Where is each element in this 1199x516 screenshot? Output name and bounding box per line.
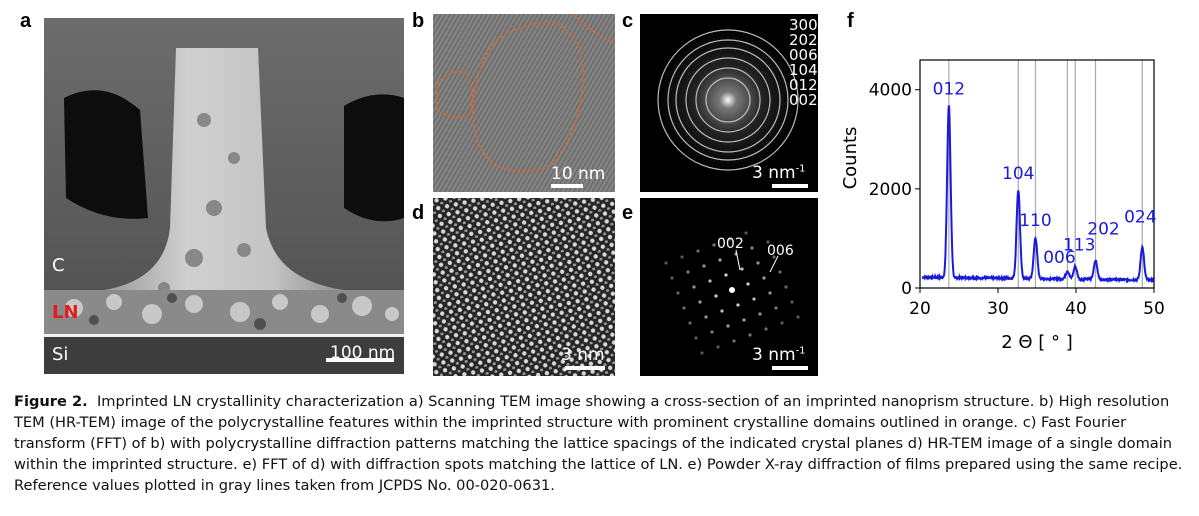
- fft-spot: [676, 291, 680, 295]
- plane-label-300: 300: [789, 16, 818, 34]
- label-si: Si: [52, 344, 69, 365]
- fft-spot: [726, 324, 730, 328]
- fft-spot: [758, 312, 762, 316]
- fft-spot: [680, 255, 684, 259]
- plane-label-202: 202: [789, 31, 818, 49]
- fft-spot: [720, 309, 724, 313]
- figure-caption: Figure 2. Imprinted LN crystallinity cha…: [14, 391, 1186, 496]
- fft-spot: [732, 339, 736, 343]
- y-axis-label: Counts: [840, 127, 861, 190]
- fft-spot: [728, 237, 732, 241]
- xrd-chart: Counts 2 Θ [ ° ] 20 30 40 50 0 2000 4000 012 104…: [840, 59, 1165, 353]
- fft-spot: [772, 255, 776, 259]
- panel-f-label: f: [847, 10, 854, 32]
- fft-spot: [718, 258, 722, 262]
- fft-spot: [692, 285, 696, 289]
- fft-spot: [774, 306, 778, 310]
- fft-spot: [702, 264, 706, 268]
- scale-bar-b-label: 10 nm: [551, 164, 606, 184]
- label-c: C: [52, 255, 65, 276]
- fft-spot: [784, 285, 788, 289]
- peak-label: 024: [1124, 207, 1156, 227]
- plot-frame: [919, 59, 1155, 289]
- plane-label-002: 002: [789, 91, 818, 109]
- peak-label: 110: [1019, 211, 1051, 231]
- hrtem-single-domain-image: [433, 198, 615, 376]
- fft-spot: [764, 327, 768, 331]
- fft-spot: [729, 287, 735, 293]
- fft-spot: [710, 330, 714, 334]
- panel-b-label: b: [412, 10, 425, 32]
- peak-label: 113: [1063, 236, 1095, 256]
- peak-label: 012: [933, 80, 965, 100]
- fft-spot: [748, 333, 752, 337]
- fft-polycrystalline-image: [640, 14, 818, 192]
- peak-label: 104: [1002, 164, 1034, 184]
- plane-label-006: 006: [789, 46, 818, 64]
- fft-single-domain-image: [640, 198, 818, 376]
- fft-spot: [742, 318, 746, 322]
- fft-spot: [766, 240, 770, 244]
- fft-spot: [686, 270, 690, 274]
- panel-a-label: a: [20, 10, 32, 32]
- y-tick-label: 4000: [869, 81, 912, 101]
- caption-text: Imprinted LN crystallinity characterizat…: [14, 393, 1183, 494]
- fft-spot: [780, 321, 784, 325]
- fft-spot: [694, 336, 698, 340]
- fft-spot: [712, 243, 716, 247]
- fft-spot: [698, 300, 702, 304]
- stem-cross-section-image: [44, 18, 404, 374]
- spot-label-006: 006: [767, 243, 794, 259]
- fft-spot: [664, 261, 668, 265]
- fft-spot: [744, 231, 748, 235]
- y-tick-label: 2000: [869, 180, 912, 200]
- fft-spot: [790, 300, 794, 304]
- hrtem-polycrystalline-image: [433, 14, 615, 192]
- caption-lead: Figure 2.: [14, 393, 88, 410]
- fft-spot: [714, 294, 718, 298]
- fft-spot: [796, 315, 800, 319]
- fft-spot: [704, 315, 708, 319]
- fft-spot: [778, 270, 782, 274]
- x-tick-label: 50: [1143, 299, 1165, 319]
- x-tick-label: 40: [1065, 299, 1087, 319]
- panel-d-label: d: [412, 202, 425, 224]
- spot-label-002: 002: [717, 236, 744, 252]
- x-axis-label: 2 Θ [ ° ]: [1001, 332, 1073, 353]
- panel-c-label: c: [622, 10, 634, 32]
- scale-bar-d-label: 3 nm: [561, 345, 605, 365]
- plane-label-104: 104: [789, 61, 818, 79]
- plane-label-012: 012: [789, 76, 818, 94]
- fft-spot: [746, 282, 750, 286]
- peak-label: 202: [1087, 219, 1119, 239]
- fft-spot: [750, 246, 754, 250]
- fft-spot: [756, 261, 760, 265]
- fft-spot: [700, 351, 704, 355]
- fft-spot: [752, 297, 756, 301]
- fft-spot: [670, 276, 674, 280]
- xrd-series-line: [921, 105, 1155, 284]
- scale-bar-a-label: 100 nm: [330, 343, 396, 363]
- label-ln: LN: [52, 302, 79, 323]
- x-tick-label: 20: [909, 299, 931, 319]
- fft-spot: [716, 345, 720, 349]
- fft-spot: [740, 267, 744, 271]
- fft-spot: [762, 276, 766, 280]
- x-tick-label: 30: [987, 299, 1009, 319]
- peak-label: 006: [1043, 248, 1075, 268]
- fft-spot: [696, 249, 700, 253]
- scale-bar-e-label: 3 nm-1: [752, 345, 806, 365]
- fft-spot: [736, 303, 740, 307]
- y-tick-label: 0: [901, 279, 912, 299]
- fft-spot: [688, 321, 692, 325]
- fft-spot: [768, 291, 772, 295]
- panel-e-label: e: [622, 202, 634, 224]
- scale-bar-c-label: 3 nm-1: [752, 163, 806, 183]
- fft-spot: [682, 306, 686, 310]
- fft-spot: [724, 273, 728, 277]
- fft-spot: [734, 252, 738, 256]
- fft-spot: [708, 279, 712, 283]
